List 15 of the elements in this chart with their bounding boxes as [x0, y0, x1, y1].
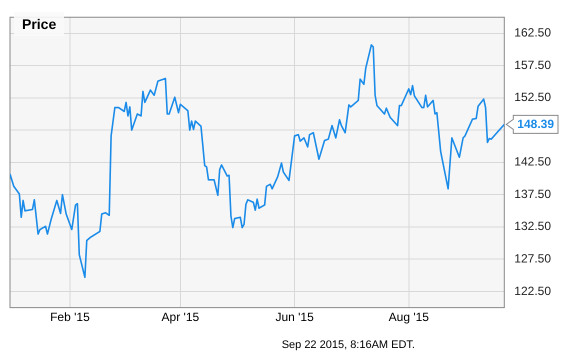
chart-title: Price — [14, 12, 64, 36]
x-tick-label: Apr '15 — [162, 310, 200, 324]
y-tick-label: 127.50 — [514, 252, 552, 266]
x-tick-label: Feb '15 — [50, 310, 90, 324]
y-tick-label: 122.50 — [514, 284, 552, 298]
y-tick-label: 137.50 — [514, 186, 552, 201]
x-tick-label: Jun '15 — [275, 310, 314, 324]
y-tick-label: 142.50 — [514, 154, 552, 169]
y-tick-label: 157.50 — [514, 58, 552, 72]
x-tick-label: Aug '15 — [388, 310, 430, 324]
y-tick-label: 162.50 — [514, 26, 552, 40]
text: Sep 22 2015, 8:16AM EDT. — [282, 339, 415, 351]
y-tick-label: 152.50 — [514, 90, 552, 104]
data-label: 148.39 — [517, 117, 554, 132]
y-tick-label: 132.50 — [514, 219, 552, 234]
